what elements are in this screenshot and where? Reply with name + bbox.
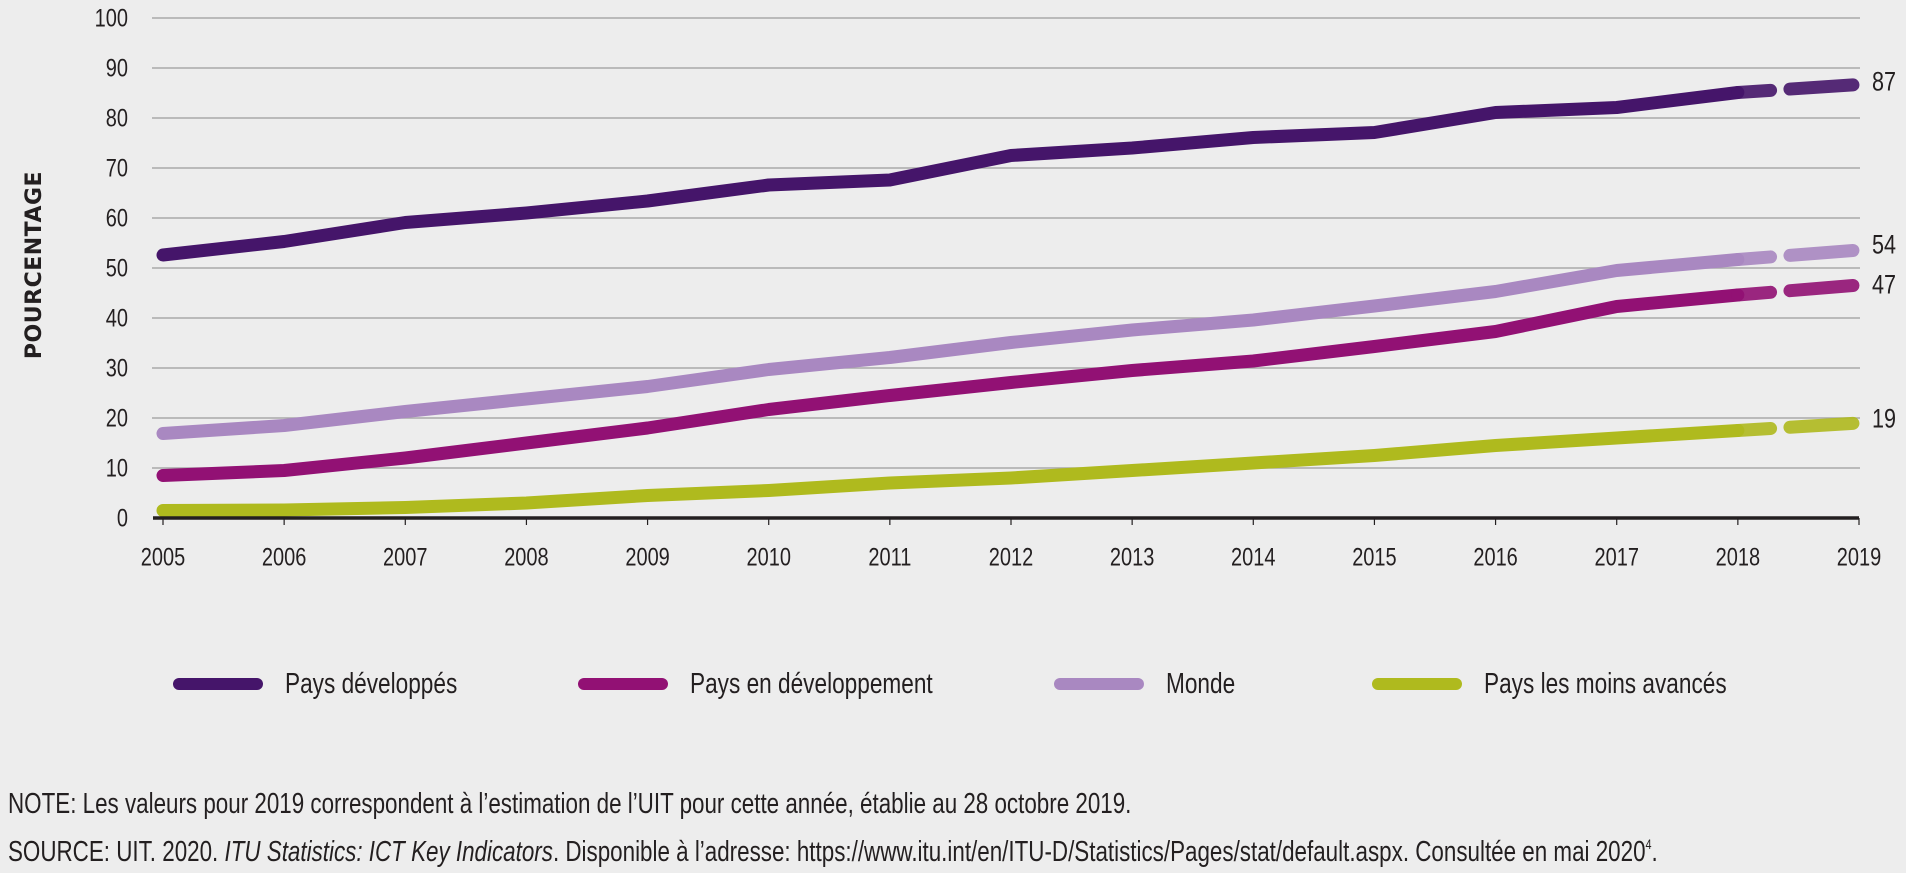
x-tick-label: 2014: [1231, 543, 1275, 571]
series-line: [156, 424, 1745, 517]
y-tick-label: 0: [117, 504, 128, 532]
legend-item-pays-developpes[interactable]: Pays développés: [173, 660, 506, 708]
y-tick-label: 40: [106, 304, 128, 332]
source-title: ITU Statistics: ICT Key Indicators: [224, 836, 553, 868]
legend-item-monde[interactable]: Monde: [1054, 660, 1255, 708]
series-lines: [156, 78, 1860, 517]
legend-item-pays-moins-avances[interactable]: Pays les moins avancés: [1372, 660, 1795, 708]
x-tick-label: 2012: [989, 543, 1033, 571]
series-estimate-dash: [1783, 416, 1860, 434]
source-text: SOURCE: UIT. 2020. ITU Statistics: ICT K…: [8, 824, 1861, 872]
series-line: [156, 253, 1745, 440]
y-tick-label: 30: [106, 354, 128, 382]
x-tick-label: 2015: [1352, 543, 1396, 571]
end-value-label: 19: [1872, 404, 1896, 434]
legend-swatch: [173, 678, 263, 690]
series-line: [156, 86, 1745, 262]
x-tick-label: 2019: [1837, 543, 1881, 571]
x-tick-label: 2006: [262, 543, 306, 571]
x-tick-label: 2013: [1110, 543, 1154, 571]
source-prefix: SOURCE: UIT. 2020.: [8, 836, 225, 868]
series-estimate-dash: [1731, 250, 1778, 266]
x-tick-label: 2008: [504, 543, 548, 571]
series-estimate-dash: [1783, 78, 1860, 96]
legend: Pays développés Pays en développement Mo…: [0, 660, 1906, 708]
y-tick-label: 100: [95, 4, 128, 32]
x-tick-label: 2009: [625, 543, 669, 571]
x-tick-label: 2011: [868, 543, 911, 571]
y-tick-label: 80: [106, 104, 128, 132]
x-tick-label: 2018: [1716, 543, 1760, 571]
chart-footer: NOTE: Les valeurs pour 2019 corresponden…: [8, 784, 1861, 872]
y-tick-label: 60: [106, 204, 128, 232]
source-suffix[interactable]: . Disponible à l’adresse: https://www.it…: [552, 836, 1646, 868]
x-axis-ticks: 2005 2006 2007 2008 2009 2010 2011 2012 2013 2014…: [141, 518, 1881, 571]
x-tick-label: 2007: [383, 543, 427, 571]
note-text: NOTE: Les valeurs pour 2019 corresponden…: [8, 788, 1132, 820]
x-tick-label: 2005: [141, 543, 185, 571]
end-value-label: 47: [1872, 270, 1896, 300]
series-estimate-dash: [1783, 279, 1860, 298]
series-line: [156, 288, 1745, 482]
legend-label: Pays en développement: [690, 667, 933, 700]
legend-label: Pays les moins avancés: [1484, 667, 1727, 700]
legend-swatch: [1372, 678, 1462, 690]
series-estimate-dash: [1731, 285, 1778, 302]
footnote-marker: 4: [1645, 836, 1652, 852]
end-labels: 87 47 54 19: [1872, 67, 1896, 434]
source-end: .: [1651, 836, 1658, 868]
legend-label: Monde: [1166, 667, 1236, 700]
legend-label: Pays développés: [285, 667, 458, 700]
y-tick-label: 50: [106, 254, 128, 282]
x-tick-label: 2010: [746, 543, 790, 571]
x-tick-label: 2016: [1473, 543, 1517, 571]
end-value-label: 54: [1872, 230, 1896, 260]
legend-swatch: [1054, 678, 1144, 690]
series-estimate-dash: [1731, 421, 1778, 437]
x-tick-label: 2017: [1594, 543, 1638, 571]
end-value-label: 87: [1872, 67, 1896, 97]
legend-item-pays-en-developpement[interactable]: Pays en développement: [578, 660, 1001, 708]
legend-swatch: [578, 678, 668, 690]
y-tick-label: 20: [106, 404, 128, 432]
series-estimate-dash: [1731, 83, 1778, 99]
y-tick-label: 90: [106, 54, 128, 82]
y-axis-label: POURCENTAGE: [22, 171, 47, 359]
y-axis-ticks: 0 10 20 30 40 50 60 70 80 90 100: [95, 4, 128, 532]
y-tick-label: 70: [106, 154, 128, 182]
series-estimate-dash: [1783, 243, 1860, 262]
y-tick-label: 10: [106, 454, 128, 482]
gridlines: [152, 17, 1860, 469]
